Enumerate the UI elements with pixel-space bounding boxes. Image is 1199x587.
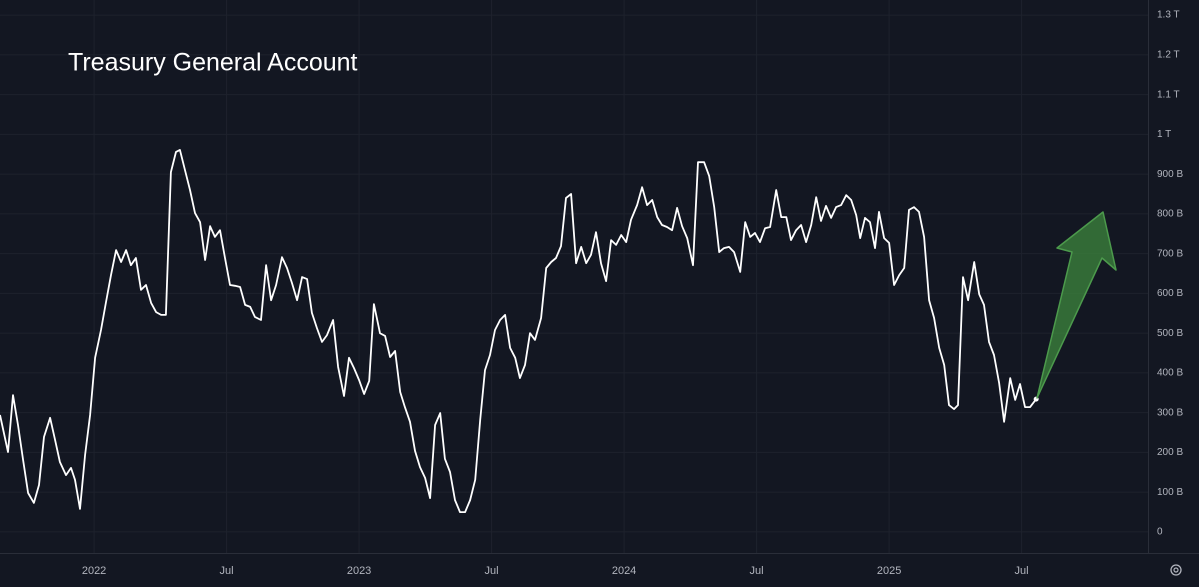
chart-title: Treasury General Account [68, 49, 358, 77]
y-tick-label: 200 B [1157, 447, 1183, 458]
settings-hub[interactable] [1173, 567, 1179, 573]
y-tick-label: 1.1 T [1157, 89, 1180, 100]
settings-gear[interactable] [1170, 564, 1182, 576]
y-tick-label: 300 B [1157, 407, 1183, 418]
arrow-annotation [1036, 211, 1117, 399]
y-tick-label: 700 B [1157, 248, 1183, 259]
y-tick-label: 1.2 T [1157, 50, 1180, 61]
y-tick-label: 400 B [1157, 368, 1183, 379]
x-tick-label: 2022 [82, 565, 106, 577]
y-tick-label: 1.3 T [1157, 10, 1180, 21]
x-tick-label: Jul [220, 565, 234, 577]
settings-icon[interactable] [1170, 564, 1182, 576]
x-tick-label: Jul [750, 565, 764, 577]
x-tick-label: Jul [485, 565, 499, 577]
y-tick-label: 100 B [1157, 487, 1183, 498]
grid [0, 0, 1148, 553]
x-tick-label: Jul [1015, 565, 1029, 577]
y-tick-label: 800 B [1157, 209, 1183, 220]
y-tick-label: 900 B [1157, 169, 1183, 180]
y-tick-label: 600 B [1157, 288, 1183, 299]
x-tick-label: 2023 [347, 565, 371, 577]
x-tick-label: 2025 [877, 565, 901, 577]
y-tick-label: 0 [1157, 527, 1163, 538]
line-series [0, 149, 1037, 513]
y-tick-label: 500 B [1157, 328, 1183, 339]
x-tick-label: 2024 [612, 565, 636, 577]
y-tick-label: 1 T [1157, 129, 1171, 140]
